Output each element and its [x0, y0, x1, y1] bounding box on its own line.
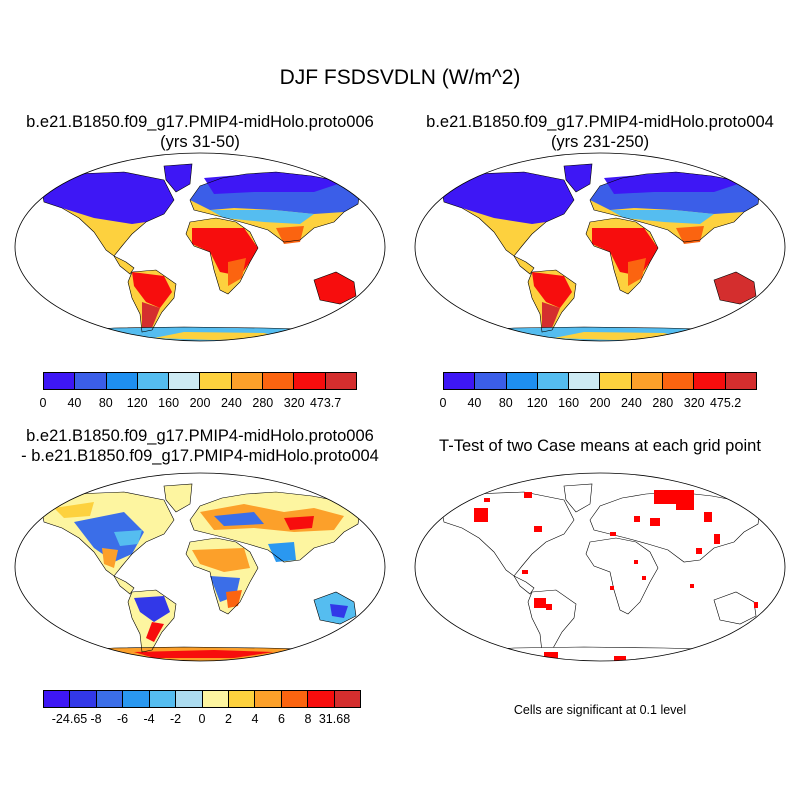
colorbar-panel2 — [443, 372, 757, 390]
cb1-label-9: 473.7 — [309, 396, 342, 410]
cb2-label-6: 240 — [620, 396, 642, 410]
cb1-swatch-1 — [75, 373, 107, 389]
cb2-label-2: 80 — [498, 396, 513, 410]
cb3-label-8: 6 — [278, 712, 285, 726]
cb3-swatch-7 — [228, 691, 256, 707]
colorbar-panel1 — [43, 372, 357, 390]
map-panel4 — [414, 472, 786, 662]
map-panel1 — [14, 152, 386, 342]
cb3-label-5: 0 — [198, 712, 206, 726]
cb2-swatch-2 — [506, 373, 538, 389]
cb1-swatch-0 — [44, 373, 76, 389]
cb2-swatch-0 — [444, 373, 476, 389]
cb3-label-3: -4 — [143, 712, 155, 726]
cb3-label-2: -6 — [116, 712, 129, 726]
cb2-swatch-7 — [663, 373, 695, 389]
cb2-label-1: 40 — [467, 396, 482, 410]
cb2-label-0: 0 — [439, 396, 447, 410]
cb1-label-7: 280 — [252, 396, 274, 410]
figure-title: DJF FSDSVDLN (W/m^2) — [279, 66, 521, 89]
cb2-label-8: 320 — [683, 396, 705, 410]
cb2-swatch-1 — [475, 373, 507, 389]
cb1-label-5: 200 — [189, 396, 211, 410]
cb3-swatch-11 — [334, 691, 361, 707]
cb1-label-2: 80 — [98, 396, 113, 410]
cb1-swatch-9 — [325, 373, 356, 389]
cb1-swatch-8 — [294, 373, 326, 389]
cb3-swatch-9 — [281, 691, 309, 707]
cb3-label-9: 8 — [304, 712, 312, 726]
cb1-label-6: 240 — [220, 396, 242, 410]
significance-note: Cells are significant at 0.1 level — [513, 703, 687, 717]
cb3-swatch-5 — [176, 691, 203, 707]
cb1-swatch-6 — [231, 373, 264, 389]
cb2-swatch-3 — [537, 373, 570, 389]
cb1-label-1: 40 — [67, 396, 82, 410]
panel3-title: b.e21.B1850.f09_g17.PMIP4-midHolo.proto0… — [21, 427, 379, 465]
cb3-label-10: 31.68 — [318, 712, 351, 726]
cb2-swatch-9 — [725, 373, 756, 389]
cb2-swatch-8 — [694, 373, 726, 389]
cb2-label-3: 120 — [526, 396, 548, 410]
cb1-swatch-4 — [169, 373, 201, 389]
cb3-swatch-8 — [255, 691, 282, 707]
cb1-label-0: 0 — [39, 396, 47, 410]
cb3-label-4: -2 — [169, 712, 182, 726]
cb2-swatch-6 — [631, 373, 664, 389]
cb1-swatch-5 — [200, 373, 232, 389]
cb3-label-7: 4 — [251, 712, 259, 726]
cb3-swatch-0 — [44, 691, 71, 707]
cb3-swatch-10 — [308, 691, 335, 707]
cb1-swatch-3 — [137, 373, 170, 389]
map-panel3 — [14, 472, 386, 662]
cb3-label-6: 2 — [225, 712, 232, 726]
cb2-label-9: 475.2 — [709, 396, 742, 410]
cb3-swatch-6 — [202, 691, 229, 707]
cb3-swatch-1 — [70, 691, 97, 707]
cb2-swatch-5 — [600, 373, 632, 389]
cb3-swatch-4 — [149, 691, 177, 707]
cb1-swatch-2 — [106, 373, 138, 389]
cb2-label-5: 200 — [589, 396, 611, 410]
cb3-swatch-3 — [123, 691, 150, 707]
panel4-title: T-Test of two Case means at each grid po… — [439, 437, 761, 455]
cb1-label-3: 120 — [126, 396, 148, 410]
cb2-label-7: 280 — [652, 396, 674, 410]
cb2-swatch-4 — [569, 373, 601, 389]
panel1-title: b.e21.B1850.f09_g17.PMIP4-midHolo.proto0… — [26, 113, 374, 151]
cb3-label-1: -8 — [90, 712, 102, 726]
colorbar-panel3 — [43, 690, 361, 708]
panel2-title: b.e21.B1850.f09_g17.PMIP4-midHolo.proto0… — [426, 113, 774, 151]
cb1-label-4: 160 — [158, 396, 180, 410]
cb3-swatch-2 — [96, 691, 124, 707]
map-panel2 — [414, 152, 786, 342]
cb3-label-0: -24.65 — [51, 712, 88, 726]
cb2-label-4: 160 — [558, 396, 580, 410]
cb1-swatch-7 — [263, 373, 295, 389]
cb1-label-8: 320 — [283, 396, 305, 410]
